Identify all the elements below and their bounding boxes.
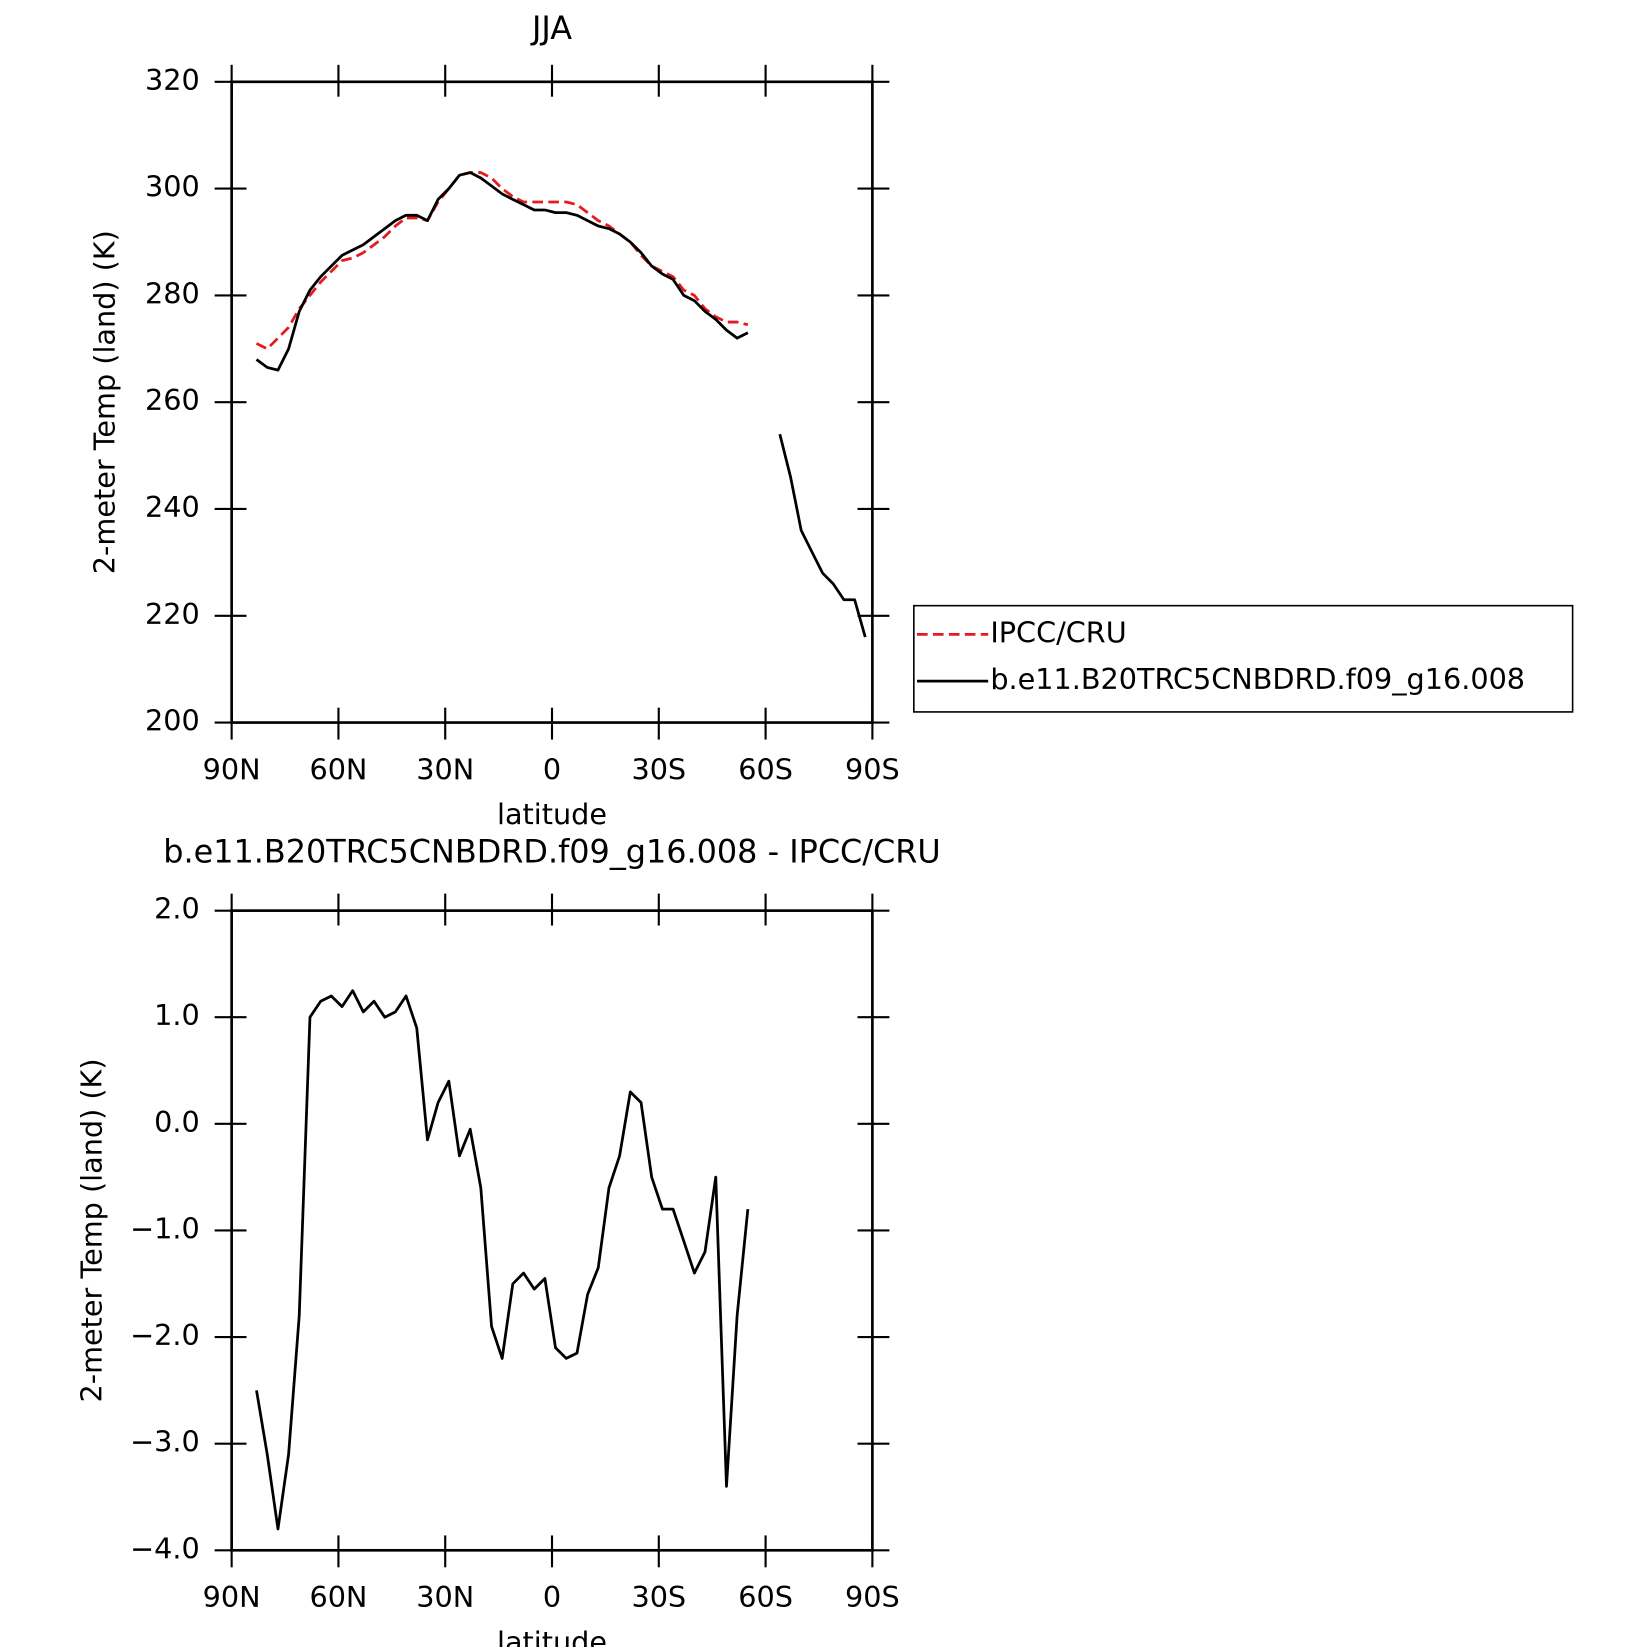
chart-title: JJA — [530, 9, 572, 47]
y-tick-label: 2.0 — [154, 892, 200, 926]
x-tick-label: 30S — [631, 1580, 686, 1614]
x-tick-label: 90N — [203, 1580, 261, 1614]
x-tick-label: 90S — [845, 752, 900, 786]
x-axis-label: latitude — [497, 797, 607, 831]
legend-label: IPCC/CRU — [990, 615, 1126, 649]
y-axis-label: 2-meter Temp (land) (K) — [87, 230, 121, 574]
plot-frame — [230, 909, 874, 1552]
y-tick-label: 260 — [145, 383, 200, 417]
plot-frame — [230, 80, 874, 724]
y-axis-label: 2-meter Temp (land) (K) — [75, 1058, 109, 1402]
x-tick-label: 60N — [309, 752, 367, 786]
y-tick-label: 320 — [145, 63, 200, 97]
x-tick-label: 90N — [203, 752, 261, 786]
x-tick-label: 0 — [543, 1580, 561, 1614]
y-tick-label: 0.0 — [154, 1105, 200, 1139]
y-tick-label: 300 — [145, 170, 200, 204]
y-tick-label: 220 — [145, 597, 200, 631]
data-line — [255, 989, 750, 1531]
x-tick-label: 30N — [416, 752, 474, 786]
x-tick-label: 60N — [309, 1580, 367, 1614]
chart-title: b.e11.B20TRC5CNBDRD.f09_g16.008 - IPCC/C… — [163, 832, 940, 870]
legend-box — [913, 604, 1574, 713]
x-axis-label: latitude — [497, 1625, 607, 1647]
data-line — [255, 171, 867, 638]
x-tick-label: 60S — [738, 752, 793, 786]
x-tick-label: 60S — [738, 1580, 793, 1614]
y-tick-label: −3.0 — [130, 1425, 200, 1459]
y-tick-label: 200 — [145, 704, 200, 738]
y-tick-label: −4.0 — [130, 1531, 200, 1565]
x-tick-label: 0 — [543, 752, 561, 786]
x-tick-label: 30N — [416, 1580, 474, 1614]
y-tick-label: −1.0 — [130, 1211, 200, 1245]
legend-label: b.e11.B20TRC5CNBDRD.f09_g16.008 — [990, 662, 1525, 696]
y-tick-label: 280 — [145, 276, 200, 310]
y-tick-label: 1.0 — [154, 998, 200, 1032]
x-tick-label: 90S — [845, 1580, 900, 1614]
y-tick-label: 240 — [145, 490, 200, 524]
x-tick-label: 30S — [631, 752, 686, 786]
y-tick-label: −2.0 — [130, 1318, 200, 1352]
